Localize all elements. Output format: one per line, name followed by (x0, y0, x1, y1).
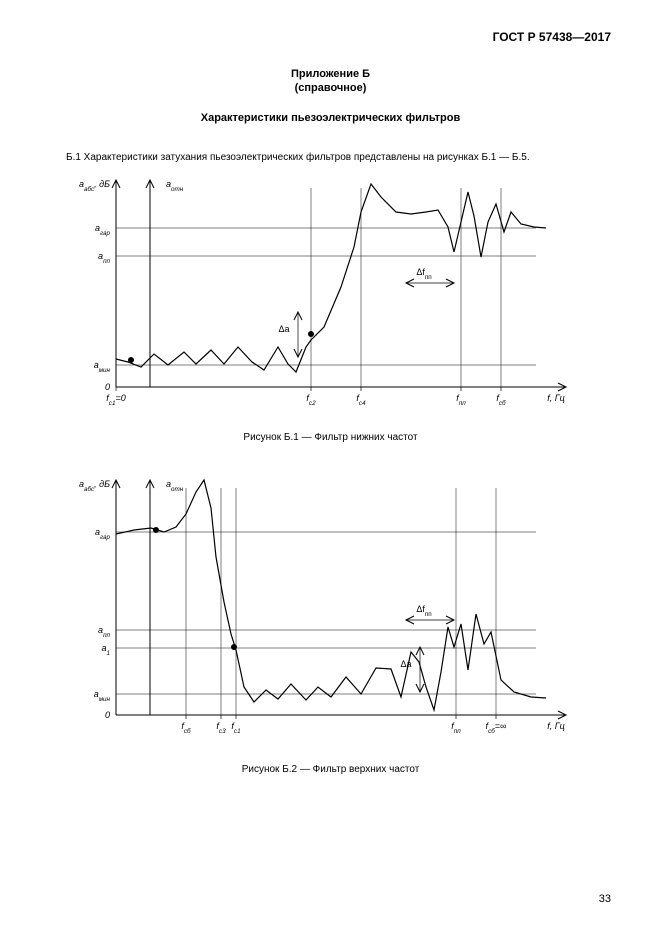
svg-text:aпп: aпп (98, 251, 110, 265)
svg-text:f, Гц: f, Гц (547, 721, 565, 731)
chart-b2-svg: aабс, дБ aотн aгар aпп a1 aмин 0 fсб fс3 fс1 fпп fс… (56, 472, 596, 762)
svg-text:fс1: fс1 (231, 721, 240, 735)
svg-text:aабс, дБ: aабс, дБ (79, 479, 110, 493)
svg-text:Δfпп: Δfпп (416, 267, 431, 281)
svg-text:fсб: fсб (496, 393, 506, 407)
svg-text:Δa: Δa (278, 324, 289, 334)
svg-text:fпп: fпп (456, 393, 466, 407)
appendix-subtitle: (справочное) (0, 82, 661, 94)
svg-text:fс3: fс3 (216, 721, 226, 735)
chart-b2: aабс, дБ aотн aгар aпп a1 aмин 0 fсб fс3 fс1 fпп fс… (56, 472, 596, 767)
svg-text:fсб: fсб (181, 721, 191, 735)
svg-text:fс1=0: fс1=0 (106, 393, 125, 407)
caption-b2: Рисунок Б.2 — Фильтр верхних частот (0, 764, 661, 775)
svg-text:aотн: aотн (166, 179, 184, 193)
caption-b1: Рисунок Б.1 — Фильтр нижних частот (0, 432, 661, 443)
svg-text:0: 0 (105, 710, 110, 720)
svg-text:Δa: Δa (400, 659, 411, 669)
svg-text:fс2: fс2 (306, 393, 316, 407)
page-number: 33 (599, 893, 611, 905)
svg-text:aгар: aгар (95, 527, 111, 541)
section-heading: Характеристики пьезоэлектрических фильтр… (0, 112, 661, 124)
svg-text:Δfпп: Δfпп (416, 604, 431, 618)
chart-b1: aабс, дБ aотн aгар aпп aмин 0fс1=0 fс2 fс4 fпп fс… (56, 172, 596, 437)
svg-text:f, Гц: f, Гц (547, 393, 565, 403)
standard-header: ГОСТ Р 57438—2017 (493, 30, 611, 44)
chart-b1-svg: aабс, дБ aотн aгар aпп aмин 0fс1=0 fс2 fс4 fпп fс… (56, 172, 596, 432)
appendix-title: Приложение Б (0, 68, 661, 80)
svg-text:0: 0 (105, 382, 110, 392)
page-container: ГОСТ Р 57438—2017 Приложение Б (справочн… (0, 0, 661, 935)
svg-text:aгар: aгар (95, 223, 111, 237)
svg-text:fсб=∞: fсб=∞ (486, 721, 507, 735)
svg-text:aмин: aмин (94, 689, 111, 703)
svg-text:aотн: aотн (166, 479, 184, 493)
svg-text:a1: a1 (101, 643, 110, 657)
svg-text:aмин: aмин (94, 360, 111, 374)
intro-text: Б.1 Характеристики затухания пьезоэлектр… (66, 152, 530, 163)
svg-text:aабс, дБ: aабс, дБ (79, 179, 110, 193)
svg-text:fс4: fс4 (356, 393, 366, 407)
svg-text:aпп: aпп (98, 625, 110, 639)
svg-text:fпп: fпп (451, 721, 461, 735)
